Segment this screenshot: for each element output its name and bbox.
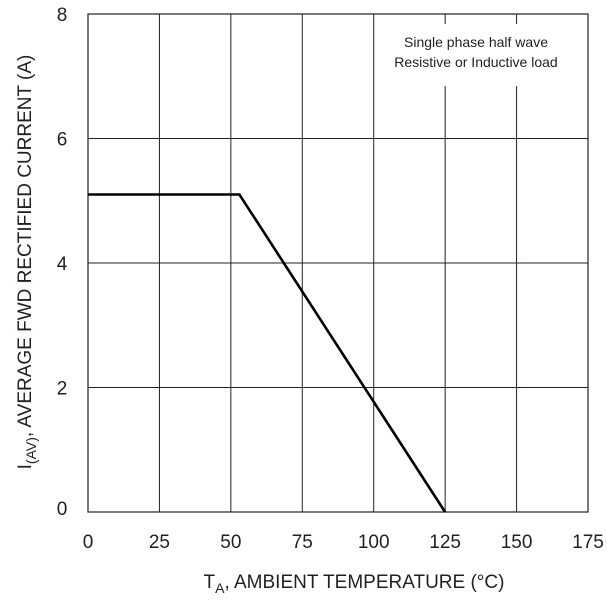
series-line-1: [88, 193, 447, 513]
annotation-box: Single phase half wave Resistive or Induc…: [378, 24, 574, 86]
x-tick-label-0: 0: [83, 532, 94, 553]
x-axis-title: TA, AMBIENT TEMPERATURE (°C): [204, 572, 505, 596]
x-tick-label-125: 125: [429, 532, 461, 553]
x-tick-label-175: 175: [572, 532, 604, 553]
annotation-line-1: Single phase half wave: [404, 34, 548, 50]
series-layer: [88, 193, 447, 513]
plot-area-frame: [87, 13, 589, 513]
x-tick-label-100: 100: [358, 532, 390, 553]
annotation-line-2: Resistive or Inductive load: [394, 54, 557, 70]
y-tick-label-8: 8: [57, 5, 68, 26]
y-tick-label-6: 6: [57, 130, 68, 151]
y-axis-title: I(AV), AVERAGE FWD RECTIFIED CURRENT (A): [15, 55, 39, 470]
y-axis-tick-labels: 0 2 4 6 8: [57, 5, 68, 520]
grid: [87, 13, 589, 513]
annotation-background: [378, 24, 574, 86]
y-tick-label-4: 4: [57, 254, 68, 275]
x-tick-label-50: 50: [220, 532, 241, 553]
y-tick-label-2: 2: [57, 379, 68, 400]
x-tick-label-150: 150: [501, 532, 533, 553]
y-tick-label-0: 0: [57, 499, 68, 520]
x-axis-tick-labels: 0 25 50 75 100 125 150 175: [83, 532, 604, 553]
x-tick-label-75: 75: [292, 532, 313, 553]
x-tick-label-25: 25: [149, 532, 170, 553]
